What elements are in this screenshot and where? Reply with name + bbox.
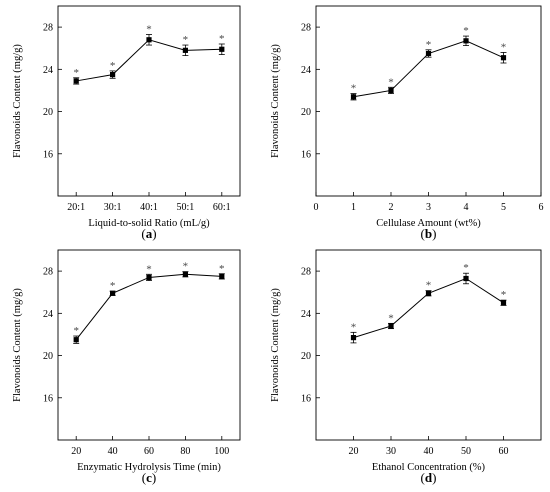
significance-marker: * (388, 312, 394, 324)
plot-frame (315, 5, 542, 197)
significance-marker: * (146, 263, 152, 275)
significance-marker: * (73, 67, 79, 79)
panel-label: (c) (142, 470, 156, 485)
data-point (425, 290, 432, 296)
significance-marker: * (426, 280, 432, 292)
significance-marker: * (351, 83, 357, 95)
x-tick-label: 50 (461, 446, 471, 457)
significance-marker: * (219, 33, 225, 45)
y-tick-label: 16 (301, 393, 311, 404)
y-tick-label: 20 (43, 107, 53, 118)
chart-panel-a: 16 20 24 28 20:1 30:1 40:1 50:1 60:1Liquid-to-so… (12, 5, 241, 241)
panel-label: (a) (141, 226, 156, 241)
y-tick-label: 16 (301, 149, 311, 160)
significance-marker: * (146, 24, 152, 36)
significance-marker: * (388, 76, 394, 88)
x-axis-label: Ethanol Concentration (%) (372, 462, 486, 473)
significance-marker: * (463, 262, 469, 274)
x-axis-label: Liquid-to-solid Ratio (mL/g) (88, 218, 210, 229)
y-tick-label: 24 (43, 309, 53, 320)
significance-marker: * (501, 41, 507, 53)
x-axis-label: Cellulase Amount (wt%) (376, 218, 481, 229)
data-point (350, 94, 357, 100)
y-tick-label: 28 (301, 267, 311, 278)
data-point (500, 300, 507, 306)
series-line (76, 39, 222, 82)
x-tick-label: 80 (180, 446, 190, 457)
x-tick-label: 0 (314, 202, 319, 213)
data-point (110, 72, 116, 78)
x-tick-label: 60 (144, 446, 154, 457)
x-tick-label: 20:1 (67, 202, 85, 213)
significance-marker: * (183, 34, 189, 46)
x-tick-label: 30:1 (104, 202, 122, 213)
x-tick-label: 20 (349, 446, 359, 457)
data-point (110, 290, 116, 296)
chart-panel-d: 16 20 24 28 20 30 40 50 60 Ethanol Concentration … (270, 249, 542, 485)
data-point (73, 337, 79, 343)
y-tick-label: 20 (301, 107, 311, 118)
data-point (219, 46, 225, 52)
significance-marker: * (110, 280, 116, 292)
data-point (182, 47, 188, 53)
x-tick-label: 6 (539, 202, 544, 213)
series-line (75, 273, 222, 341)
x-tick-label: 60 (499, 446, 509, 457)
y-tick-label: 20 (301, 351, 311, 362)
data-point (146, 274, 152, 281)
x-tick-label: 4 (464, 202, 469, 213)
x-tick-label: 50:1 (177, 202, 195, 213)
x-axis-label: Enzymatic Hydrolysis Time (min) (77, 462, 221, 473)
data-point (388, 323, 394, 329)
y-axis-label: Flavonoids Content (mg/g) (12, 288, 23, 402)
data-point (425, 50, 432, 57)
y-tick-label: 28 (301, 23, 311, 34)
significance-marker: * (219, 263, 225, 275)
data-point (182, 271, 188, 277)
y-tick-label: 20 (43, 351, 53, 362)
y-tick-label: 28 (43, 23, 53, 34)
y-tick-label: 16 (43, 393, 53, 404)
data-point (463, 38, 469, 44)
panel-label: (b) (421, 226, 437, 241)
data-point (388, 87, 394, 94)
x-tick-label: 20 (71, 446, 81, 457)
significance-marker: * (501, 289, 507, 301)
data-point (463, 275, 469, 282)
chart-panel-c: 16 20 24 28 20 40 60 80 100 Enzymatic Hydrolysis … (12, 249, 241, 485)
data-point (500, 55, 507, 61)
data-point (219, 273, 225, 279)
x-tick-label: 30 (386, 446, 396, 457)
x-tick-label: 5 (501, 202, 506, 213)
significance-marker: * (110, 60, 116, 72)
x-tick-label: 100 (214, 446, 229, 457)
y-tick-label: 28 (43, 267, 53, 278)
data-point (73, 78, 79, 84)
y-tick-label: 24 (43, 65, 53, 76)
x-tick-label: 40 (108, 446, 118, 457)
chart-panel-b: 16 20 24 28 0 1 2 3 4 5 6 Cellulase Amount (wt%) Fla… (270, 5, 544, 241)
significance-marker: * (351, 321, 357, 333)
y-axis-label: Flavonoids Content (mg/g) (270, 288, 281, 402)
plot-frame (315, 249, 542, 441)
x-tick-label: 40:1 (140, 202, 158, 213)
y-tick-label: 24 (301, 309, 311, 320)
significance-marker: * (73, 325, 79, 337)
significance-marker: * (183, 261, 189, 273)
x-tick-label: 1 (351, 202, 356, 213)
panel-label: (d) (421, 470, 437, 485)
data-point (146, 37, 152, 43)
significance-marker: * (463, 25, 469, 37)
y-axis-label: Flavonoids Content (mg/g) (12, 44, 23, 158)
data-point (350, 335, 357, 341)
x-tick-label: 3 (426, 202, 431, 213)
y-axis-label: Flavonoids Content (mg/g) (270, 44, 281, 158)
x-tick-label: 2 (389, 202, 394, 213)
y-tick-label: 24 (301, 65, 311, 76)
significance-marker: * (426, 39, 432, 51)
x-tick-label: 60:1 (213, 202, 231, 213)
x-tick-label: 40 (424, 446, 434, 457)
y-tick-label: 16 (43, 149, 53, 160)
